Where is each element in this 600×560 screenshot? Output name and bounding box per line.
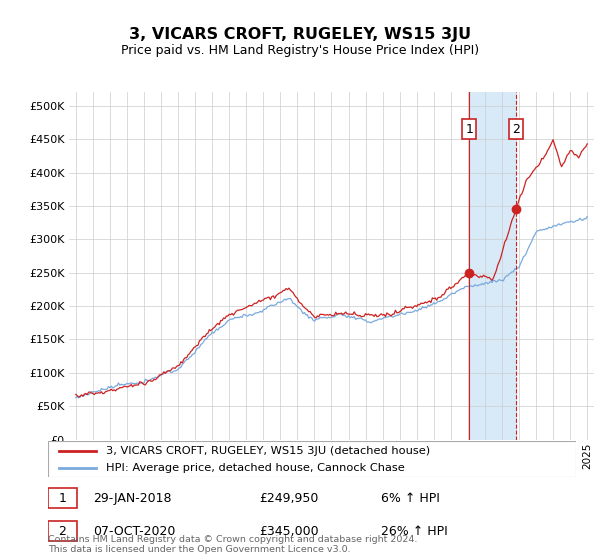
Text: £345,000: £345,000: [259, 525, 319, 538]
Text: 29-JAN-2018: 29-JAN-2018: [93, 492, 172, 505]
FancyBboxPatch shape: [48, 521, 77, 541]
FancyBboxPatch shape: [48, 488, 77, 508]
Text: 2: 2: [58, 525, 66, 538]
FancyBboxPatch shape: [48, 441, 576, 477]
Text: Price paid vs. HM Land Registry's House Price Index (HPI): Price paid vs. HM Land Registry's House …: [121, 44, 479, 57]
Text: 6% ↑ HPI: 6% ↑ HPI: [380, 492, 440, 505]
Text: 2: 2: [512, 123, 520, 136]
Bar: [469, 92, 516, 440]
Text: 1: 1: [58, 492, 66, 505]
Text: 1: 1: [465, 123, 473, 136]
Text: Contains HM Land Registry data © Crown copyright and database right 2024.
This d: Contains HM Land Registry data © Crown c…: [48, 535, 418, 554]
Text: 3, VICARS CROFT, RUGELEY, WS15 3JU: 3, VICARS CROFT, RUGELEY, WS15 3JU: [129, 27, 471, 42]
Text: £249,950: £249,950: [259, 492, 319, 505]
Text: 07-OCT-2020: 07-OCT-2020: [93, 525, 175, 538]
Text: 26% ↑ HPI: 26% ↑ HPI: [380, 525, 448, 538]
Text: 3, VICARS CROFT, RUGELEY, WS15 3JU (detached house): 3, VICARS CROFT, RUGELEY, WS15 3JU (deta…: [106, 446, 430, 456]
Text: HPI: Average price, detached house, Cannock Chase: HPI: Average price, detached house, Cann…: [106, 463, 405, 473]
